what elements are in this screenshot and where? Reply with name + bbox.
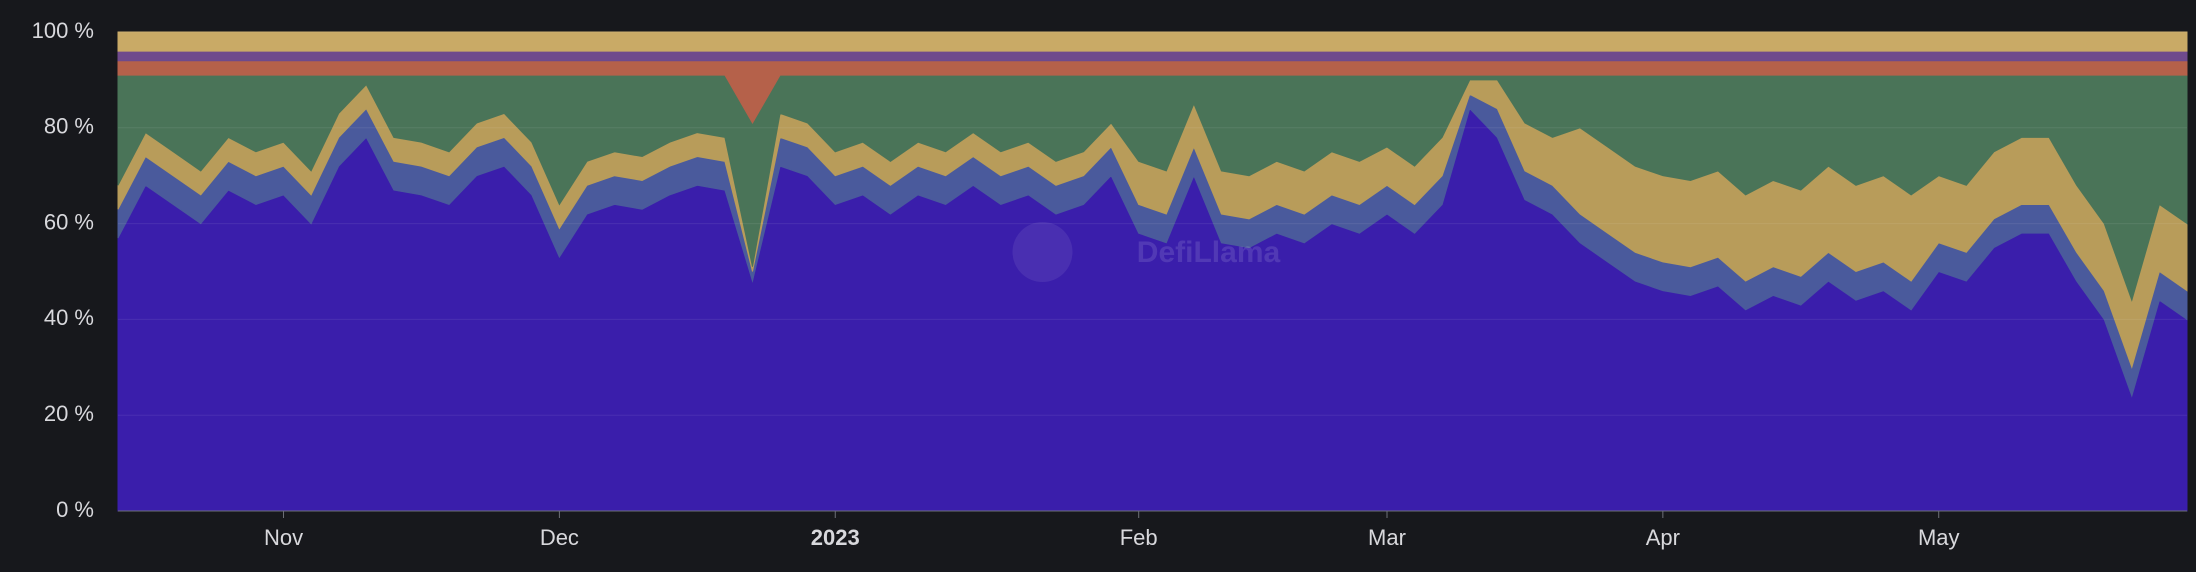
y-tick-label: 100 % (32, 18, 94, 43)
x-tick-label: Mar (1368, 525, 1406, 550)
y-tick-label: 60 % (44, 209, 94, 234)
x-tick-label: May (1918, 525, 1960, 550)
watermark: DefiLlama (1137, 236, 1281, 269)
area (117, 50, 2188, 62)
x-tick-label: 2023 (811, 525, 860, 550)
x-tick-label: Nov (264, 525, 303, 550)
area (117, 31, 2188, 52)
x-tick-label: Feb (1120, 525, 1158, 550)
y-tick-label: 80 % (44, 114, 94, 139)
y-tick-label: 40 % (44, 305, 94, 330)
watermark-logo (1012, 222, 1073, 282)
x-tick-label: Apr (1646, 525, 1680, 550)
y-tick-label: 0 % (56, 497, 94, 522)
x-tick-label: Dec (540, 525, 579, 550)
y-tick-label: 20 % (44, 401, 94, 426)
